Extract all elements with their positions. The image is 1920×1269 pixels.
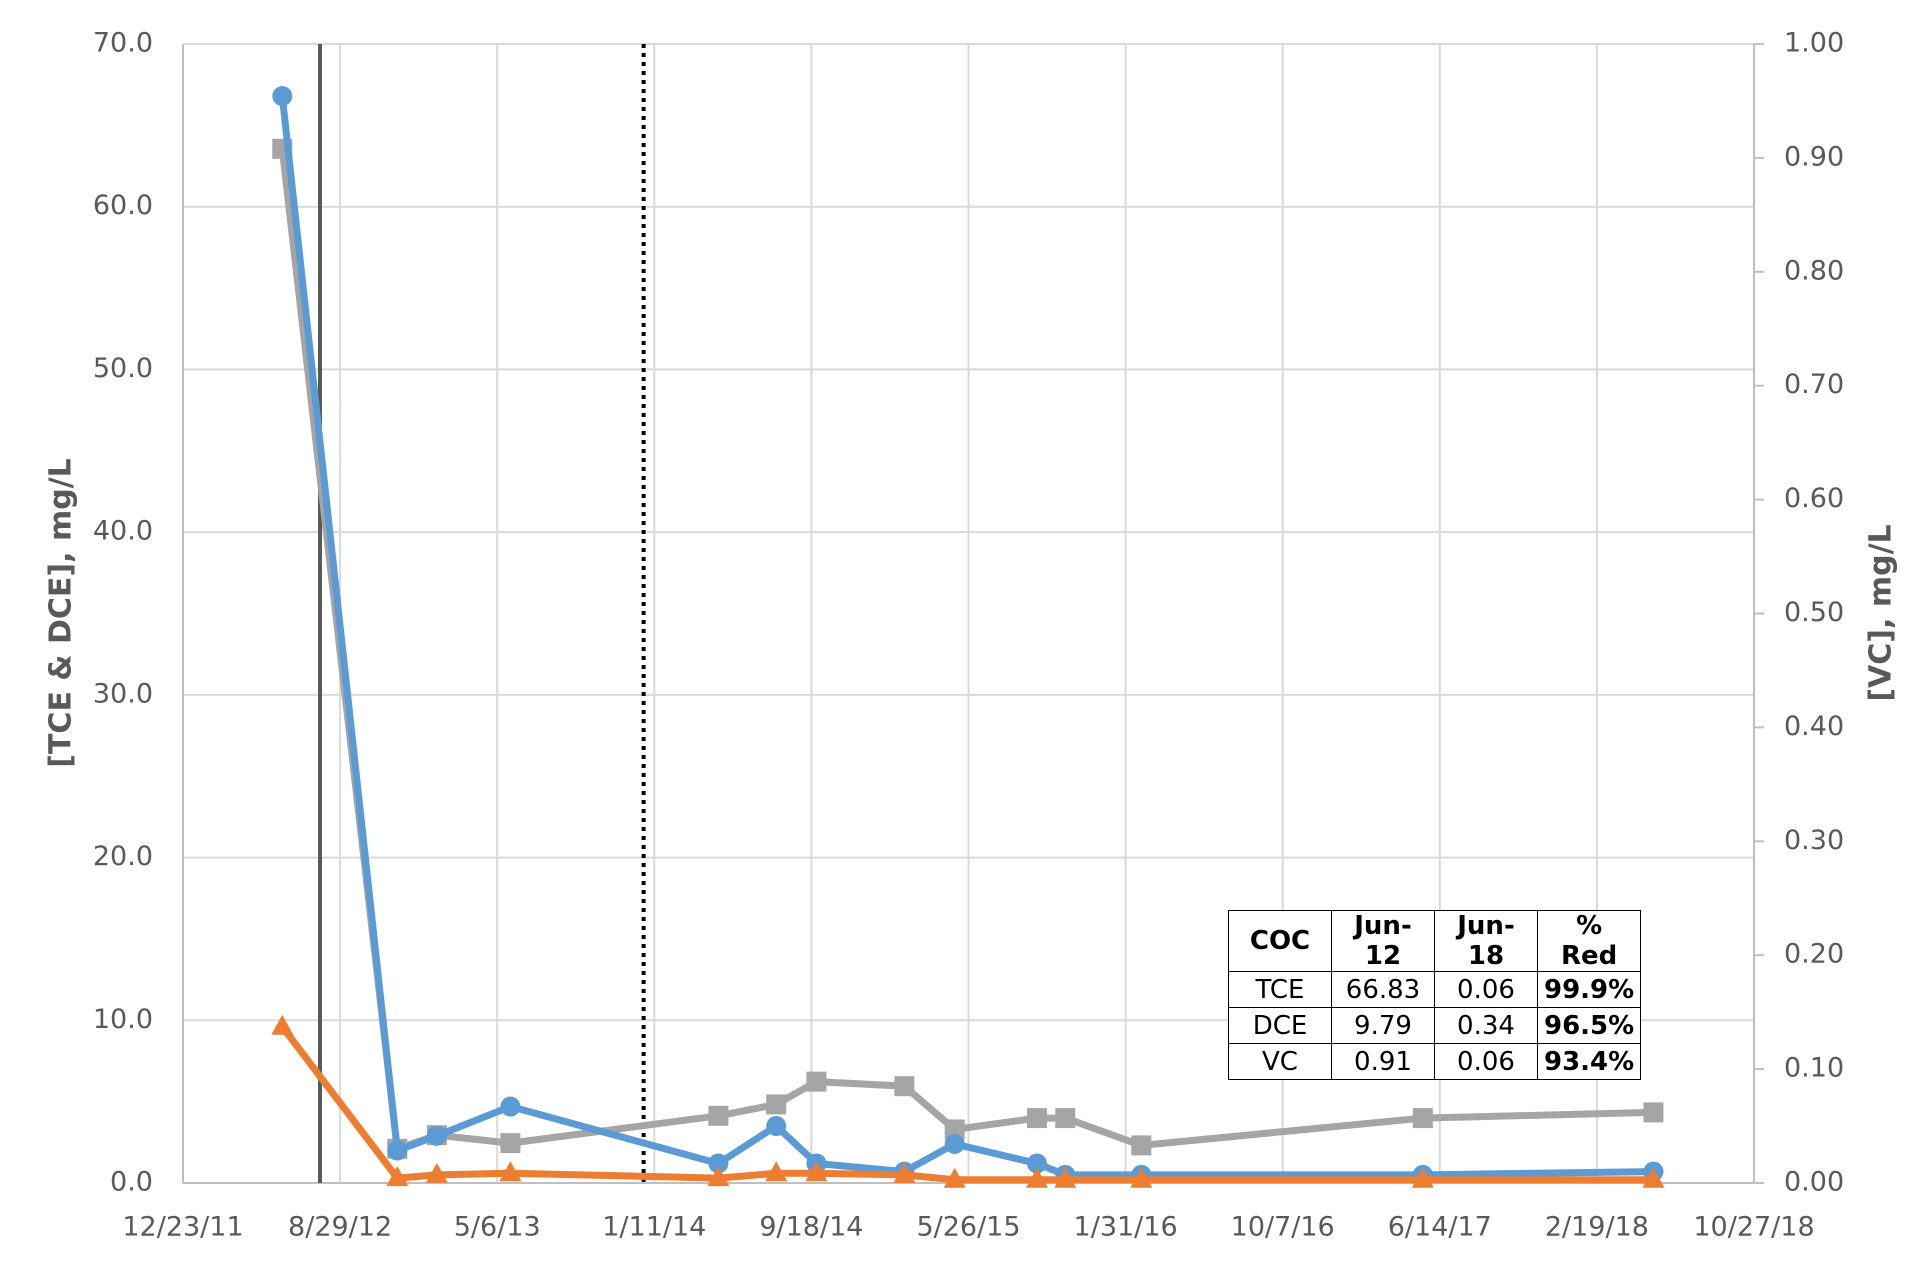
marker	[1643, 1102, 1664, 1123]
cell: 99.9%	[1536, 971, 1642, 1008]
cell: 0.06	[1434, 1043, 1538, 1080]
y2-tick-label: 0.70	[1784, 369, 1844, 400]
marker	[500, 1133, 521, 1154]
y2-tick-label: 0.40	[1784, 711, 1844, 742]
marker	[1642, 1167, 1665, 1188]
header-cell: COC	[1228, 910, 1332, 972]
table-row: COC Jun-12 Jun-18% Red	[1228, 910, 1642, 972]
marker	[272, 86, 293, 107]
cell: 0.91	[1331, 1043, 1435, 1080]
y-tick-label: 20.0	[93, 841, 153, 872]
x-tick-label: 6/14/17	[1388, 1212, 1492, 1243]
y-tick-label: 60.0	[93, 190, 153, 221]
marker	[894, 1076, 915, 1097]
marker	[708, 1153, 729, 1174]
y2-tick-label: 0.20	[1784, 939, 1844, 970]
x-tick-label: 9/18/14	[759, 1212, 863, 1243]
cell: 93.4%	[1536, 1043, 1642, 1080]
marker	[1412, 1108, 1433, 1129]
marker	[1025, 1167, 1048, 1188]
summary-table: COC Jun-12 Jun-18% Red TCE 66.83 0.06 99.9% DCE…	[1228, 910, 1642, 1080]
series-line	[278, 95, 1654, 1179]
y-tick-label: 0.0	[110, 1167, 153, 1198]
marker	[387, 1140, 408, 1161]
x-tick-label: 12/23/11	[122, 1212, 243, 1243]
y2-axis-label: [VC], mg/L	[1864, 524, 1899, 701]
cell: TCE	[1228, 971, 1332, 1008]
marker	[944, 1119, 965, 1140]
x-tick-label: 1/31/16	[1074, 1212, 1178, 1243]
marker	[893, 1162, 916, 1183]
x-tick-label: 10/27/18	[1693, 1212, 1814, 1243]
cell: 66.83	[1331, 971, 1435, 1008]
marker	[271, 1014, 294, 1035]
marker	[1026, 1108, 1047, 1129]
x-tick-label: 8/29/12	[288, 1212, 392, 1243]
y2-tick-label: 0.50	[1784, 597, 1844, 628]
marker	[943, 1167, 966, 1188]
header-cell: % Red	[1536, 910, 1642, 972]
series-line	[278, 148, 1654, 1153]
marker	[426, 1125, 447, 1146]
y2-tick-label: 1.00	[1784, 28, 1844, 59]
x-tick-label: 10/7/16	[1231, 1212, 1335, 1243]
marker	[765, 1161, 788, 1182]
y-tick-label: 70.0	[93, 28, 153, 59]
marker	[944, 1133, 965, 1154]
x-tick-label: 2/19/18	[1545, 1212, 1649, 1243]
marker	[708, 1105, 729, 1126]
cell: 0.34	[1434, 1007, 1538, 1044]
marker	[707, 1166, 730, 1187]
x-tick-label: 5/6/13	[454, 1212, 541, 1243]
cell: VC	[1228, 1043, 1332, 1080]
marker	[766, 1116, 787, 1137]
marker	[499, 1161, 522, 1182]
series-line	[279, 1024, 1654, 1184]
y-tick-label: 50.0	[93, 353, 153, 384]
y-tick-label: 30.0	[93, 678, 153, 709]
x-tick-label: 1/11/14	[602, 1212, 706, 1243]
x-tick-label: 5/26/15	[916, 1212, 1020, 1243]
table-row: DCE 9.79 0.34 96.5%	[1228, 1007, 1642, 1044]
marker	[806, 1071, 827, 1092]
y2-tick-label: 0.30	[1784, 825, 1844, 856]
marker	[1130, 1167, 1153, 1188]
cell: DCE	[1228, 1007, 1332, 1044]
table-row: TCE 66.83 0.06 99.9%	[1228, 971, 1642, 1008]
marker	[1055, 1108, 1076, 1129]
y2-tick-label: 0.80	[1784, 255, 1844, 286]
cell: 96.5%	[1536, 1007, 1642, 1044]
y2-tick-label: 0.60	[1784, 483, 1844, 514]
marker	[425, 1162, 448, 1183]
marker	[1131, 1135, 1152, 1156]
marker	[1026, 1153, 1047, 1174]
y2-tick-label: 0.10	[1784, 1053, 1844, 1084]
marker	[805, 1161, 828, 1182]
marker	[500, 1096, 521, 1117]
y-tick-label: 40.0	[93, 516, 153, 547]
y-tick-label: 10.0	[93, 1004, 153, 1035]
header-cell: Jun-18	[1434, 910, 1538, 972]
y-axis-label: [TCE & DCE], mg/L	[44, 458, 79, 768]
table-row: VC 0.91 0.06 93.4%	[1228, 1043, 1642, 1080]
y2-tick-label: 0.00	[1784, 1167, 1844, 1198]
marker	[386, 1166, 409, 1187]
marker	[1054, 1167, 1077, 1188]
y2-tick-label: 0.90	[1784, 141, 1844, 172]
cell: 9.79	[1331, 1007, 1435, 1044]
header-cell: Jun-12	[1331, 910, 1435, 972]
marker	[1411, 1167, 1434, 1188]
marker	[766, 1094, 787, 1115]
cell: 0.06	[1434, 971, 1538, 1008]
